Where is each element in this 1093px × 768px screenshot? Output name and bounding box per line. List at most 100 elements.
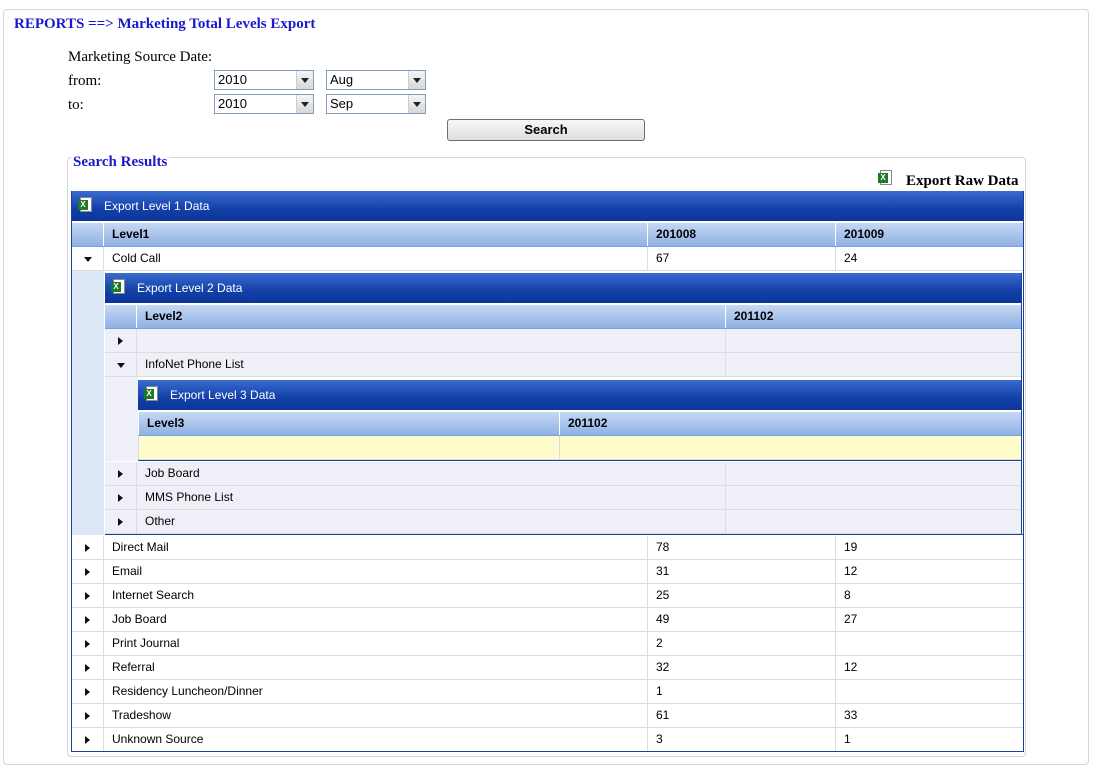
level2-value	[725, 462, 1022, 485]
level1-value: 33	[835, 704, 1024, 727]
table-row[interactable]: Email 31 12	[72, 560, 1024, 584]
level1-value: 19	[835, 536, 1024, 559]
table-row[interactable]: Tradeshow 61 33	[72, 704, 1024, 728]
divider	[1021, 273, 1022, 535]
from-month-select[interactable]: Aug	[326, 70, 426, 90]
expand-arrow-icon[interactable]	[72, 704, 103, 727]
table-row[interactable]: Job Board 49 27	[72, 608, 1024, 632]
table-row[interactable]: MMS Phone List	[105, 486, 1022, 510]
table-row[interactable]: InfoNet Phone List	[105, 353, 1022, 377]
collapse-arrow-icon[interactable]	[72, 247, 103, 270]
expand-arrow-icon[interactable]	[72, 728, 103, 751]
search-button[interactable]: Search	[447, 119, 645, 141]
date-heading: Marketing Source Date:	[68, 49, 213, 65]
report-panel: REPORTS ==> Marketing Total Levels Expor…	[3, 9, 1089, 765]
level1-name: Tradeshow	[103, 704, 647, 727]
expand-arrow-icon[interactable]	[72, 560, 103, 583]
expand-arrow-icon[interactable]	[105, 510, 136, 533]
export-raw-data-button[interactable]: X Export Raw Data	[878, 170, 1019, 190]
table-row[interactable]: Cold Call 67 24	[72, 247, 1024, 271]
level1-value: 27	[835, 608, 1024, 631]
table-row[interactable]: Print Journal 2	[72, 632, 1024, 656]
export-level3-button[interactable]: X Export Level 3 Data	[138, 380, 1022, 410]
level1-value: 3	[647, 728, 835, 751]
chevron-down-icon[interactable]	[296, 71, 313, 89]
to-year-select[interactable]: 2010	[214, 94, 314, 114]
column-header[interactable]: 201102	[725, 305, 1022, 328]
level1-value: 2	[647, 632, 835, 655]
export-level2-label: Export Level 2 Data	[137, 281, 243, 295]
export-level2-button[interactable]: X Export Level 2 Data	[105, 273, 1022, 303]
excel-icon: X	[878, 170, 893, 185]
from-label: from:	[68, 73, 102, 89]
table-row[interactable]: Other	[105, 510, 1022, 534]
level1-name: Job Board	[103, 608, 647, 631]
level1-value: 49	[647, 608, 835, 631]
level1-name: Cold Call	[103, 247, 647, 270]
level1-value: 1	[835, 728, 1024, 751]
column-header[interactable]: Level1	[103, 223, 647, 246]
level1-value: 32	[647, 656, 835, 679]
chevron-down-icon[interactable]	[408, 71, 425, 89]
collapse-arrow-icon[interactable]	[105, 353, 136, 376]
level2-name: Other	[136, 510, 725, 533]
expand-arrow-icon[interactable]	[72, 584, 103, 607]
from-year-select[interactable]: 2010	[214, 70, 314, 90]
excel-icon: X	[78, 197, 93, 212]
expand-arrow-icon[interactable]	[72, 632, 103, 655]
level1-value	[835, 680, 1024, 703]
level1-name: Direct Mail	[103, 536, 647, 559]
level2-value	[725, 510, 1022, 533]
level1-name: Residency Luncheon/Dinner	[103, 680, 647, 703]
table-row[interactable]: Residency Luncheon/Dinner 1	[72, 680, 1024, 704]
level1-value: 78	[647, 536, 835, 559]
divider	[138, 460, 1022, 461]
level1-value	[835, 632, 1024, 655]
column-header[interactable]: 201009	[835, 223, 1024, 246]
page-title: REPORTS ==> Marketing Total Levels Expor…	[11, 15, 319, 33]
level2-name: MMS Phone List	[136, 486, 725, 509]
column-header[interactable]: Level2	[136, 305, 725, 328]
table-row[interactable]	[138, 436, 1022, 460]
expand-arrow-icon[interactable]	[72, 680, 103, 703]
table-row[interactable]	[105, 329, 1022, 353]
level1-value: 12	[835, 560, 1024, 583]
export-level1-button[interactable]: X Export Level 1 Data	[72, 191, 1024, 221]
level1-name: Internet Search	[103, 584, 647, 607]
expand-arrow-icon[interactable]	[72, 536, 103, 559]
export-level1-label: Export Level 1 Data	[104, 199, 210, 213]
excel-icon: X	[111, 279, 126, 294]
expand-arrow-icon[interactable]	[105, 329, 136, 352]
level2-name: InfoNet Phone List	[136, 353, 725, 376]
to-year-value: 2010	[218, 96, 247, 111]
level1-value: 67	[647, 247, 835, 270]
level1-name: Referral	[103, 656, 647, 679]
chevron-down-icon[interactable]	[296, 95, 313, 113]
export-level3-label: Export Level 3 Data	[170, 388, 276, 402]
table-row[interactable]: Referral 32 12	[72, 656, 1024, 680]
level1-name: Unknown Source	[103, 728, 647, 751]
expand-arrow-icon[interactable]	[105, 462, 136, 485]
table-row[interactable]: Direct Mail 78 19	[72, 536, 1024, 560]
column-header[interactable]: 201008	[647, 223, 835, 246]
expand-arrow-icon[interactable]	[105, 486, 136, 509]
table-row[interactable]: Job Board	[105, 462, 1022, 486]
table-row[interactable]: Unknown Source 3 1	[72, 728, 1024, 752]
column-header[interactable]: Level3	[138, 412, 559, 435]
to-label: to:	[68, 97, 84, 113]
from-month-value: Aug	[330, 72, 354, 87]
table-row[interactable]: Internet Search 25 8	[72, 584, 1024, 608]
nested-gutter	[105, 377, 138, 461]
chevron-down-icon[interactable]	[408, 95, 425, 113]
level3-name	[138, 436, 559, 459]
expand-arrow-icon[interactable]	[72, 608, 103, 631]
to-month-select[interactable]: Sep	[326, 94, 426, 114]
expand-arrow-icon[interactable]	[72, 656, 103, 679]
column-header[interactable]: 201102	[559, 412, 1022, 435]
level1-name: Print Journal	[103, 632, 647, 655]
nested-gutter	[72, 271, 104, 535]
level1-value: 1	[647, 680, 835, 703]
divider	[1023, 191, 1024, 752]
divider	[105, 534, 1023, 535]
search-results-title: Search Results	[71, 153, 170, 171]
